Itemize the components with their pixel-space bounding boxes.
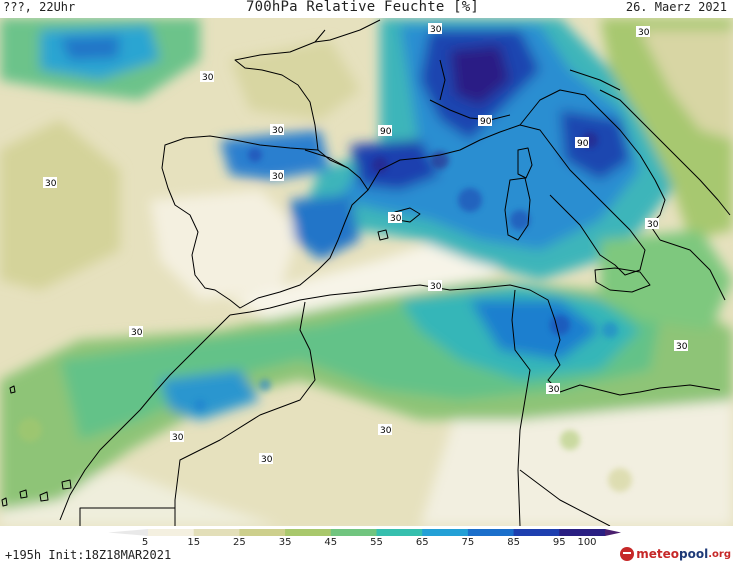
coast-sicily (594, 267, 651, 293)
moist-zone-med-north-mid (340, 25, 640, 250)
border-algeria-libya (519, 469, 611, 526)
coast-canary-4 (61, 479, 72, 490)
contour-label-c7: 30 (390, 214, 402, 224)
coast-balkans (599, 89, 731, 216)
contour-label-c9: 30 (430, 282, 442, 292)
color-scale-boxes (108, 529, 621, 536)
color-scale-tick: 35 (279, 537, 292, 546)
color-scale-tick: 5 (142, 537, 148, 546)
coast-canary-3 (39, 491, 49, 502)
moist-core-nw-inner (60, 36, 120, 60)
coast-sardinia (504, 177, 531, 241)
color-scale-box (559, 529, 606, 536)
coast-canary-5 (1, 497, 8, 507)
coast-france-west (234, 29, 326, 151)
moist-core-ebro (350, 140, 440, 190)
color-scale-arrow-left (108, 529, 148, 536)
valid-date: 26. Maerz 2021 (625, 0, 727, 14)
forecast-weekday-label: ???, 22Uhr (3, 0, 76, 14)
color-scale-tick: 95 (553, 537, 566, 546)
coast-channel (314, 19, 381, 43)
color-scale-box (285, 529, 332, 536)
moist-core-morocco (160, 370, 260, 420)
color-scale-tick: 15 (187, 537, 200, 546)
color-scale-box (376, 529, 423, 536)
map-header: ???, 22Uhr 700hPa Relative Feuchte [%] 2… (0, 0, 733, 18)
contour-label-c3: 30 (202, 73, 214, 83)
logo-text-meteo: meteo (636, 547, 680, 561)
contour-label-c6: 30 (272, 172, 284, 182)
color-scale-box (239, 529, 286, 536)
contour-labels: 30 30 30 30 30 30 30 30 30 30 30 30 30 (43, 23, 688, 465)
border-france-germany (439, 59, 446, 101)
border-algeria-morocco (174, 301, 316, 526)
contour-label-c13: 30 (380, 426, 392, 436)
contour-label-c5: 30 (45, 179, 57, 189)
color-scale-box (422, 529, 469, 536)
contour-label-h1: 90 (380, 127, 392, 137)
logo-text-org: .org (708, 548, 731, 560)
contour-label-c14: 30 (172, 433, 184, 443)
contour-label-c4: 30 (272, 126, 284, 136)
color-scale-tick: 25 (233, 537, 246, 546)
contour-label-c12: 30 (548, 385, 560, 395)
moist-zone-ionian (600, 230, 733, 330)
moist-zone-atlantic (0, 120, 120, 290)
meteopool-logo-icon (620, 547, 635, 561)
border-alps (429, 99, 511, 121)
color-scale-box (330, 529, 377, 536)
color-scale-tick: 55 (370, 537, 383, 546)
dry-zone-iberia (150, 190, 300, 300)
coast-iberia (161, 135, 369, 309)
humidity-map-canvas: 30 30 30 30 30 30 30 30 30 30 30 30 30 (0, 18, 733, 526)
init-time-label: +195h Init:18Z18MAR2021 (5, 548, 172, 562)
color-scale-box (467, 529, 515, 536)
color-scale: 5 15 25 35 45 55 65 75 85 95 100 (108, 529, 621, 546)
color-scale-arrow-right (605, 529, 621, 536)
border-algeria-tunisia (511, 289, 531, 526)
contour-label-c10: 30 (131, 328, 143, 338)
contour-label-h2: 90 (480, 117, 492, 127)
contour-label-c1: 30 (430, 25, 442, 35)
color-scale-labels: 5 15 25 35 45 55 65 75 85 95 100 (142, 537, 597, 546)
map-footer: 5 15 25 35 45 55 65 75 85 95 100 +195h Init:18Z18M… (0, 526, 733, 566)
coast-north-africa (229, 284, 561, 393)
color-scale-box (148, 529, 195, 536)
border-pyrenees (304, 149, 349, 169)
contour-label-c15: 30 (261, 455, 273, 465)
coast-corsica (517, 147, 533, 179)
color-scale-tick: 100 (577, 537, 596, 546)
border-western-sahara (79, 507, 175, 526)
coast-greece-west (659, 239, 726, 301)
map-title: 700hPa Relative Feuchte [%] (246, 0, 479, 15)
moist-core-valencia (290, 195, 360, 260)
moist-zone-biscay-north (230, 40, 360, 120)
coast-ibiza (377, 229, 389, 241)
color-scale-tick: 85 (507, 537, 520, 546)
dry-zone-balkans (640, 30, 733, 140)
color-scale-tick: 45 (324, 537, 337, 546)
moist-max-alps (450, 45, 510, 105)
contour-label-c2: 30 (638, 28, 650, 38)
meteopool-logo: meteo pool .org (620, 544, 731, 564)
color-scale-tick: 65 (416, 537, 429, 546)
color-scale-tick: 75 (462, 537, 475, 546)
color-scale-box (513, 529, 560, 536)
coast-morocco-atlantic (59, 314, 231, 521)
color-scale-box (193, 529, 240, 536)
coast-canary-2 (19, 489, 28, 499)
coastlines (1, 19, 731, 526)
border-austria (569, 69, 621, 91)
coast-libya (559, 384, 721, 396)
contour-label-h3: 90 (577, 139, 589, 149)
humidity-map: 30 30 30 30 30 30 30 30 30 30 30 30 30 (0, 18, 733, 526)
coast-canary-1 (9, 385, 16, 394)
contour-label-c8: 30 (647, 220, 659, 230)
moist-core-tunisia (470, 300, 600, 360)
coast-italy-east (519, 89, 666, 241)
logo-text-pool: pool (679, 547, 709, 561)
coast-italy-west (367, 124, 646, 276)
contour-label-c11: 30 (676, 342, 688, 352)
dry-zone-westmed (230, 230, 520, 335)
